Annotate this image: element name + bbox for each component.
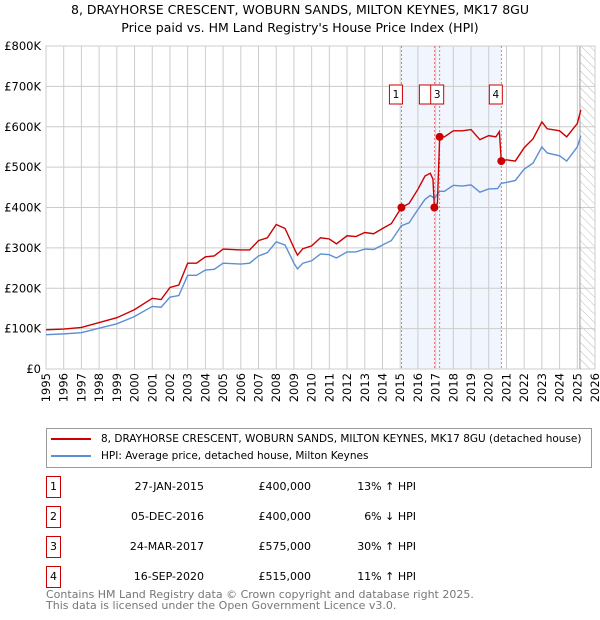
x-tick-label: 2024: [553, 373, 567, 402]
series-line: [45, 135, 582, 336]
x-tick-label: 1998: [92, 373, 106, 402]
x-tick-label: 1995: [39, 373, 53, 402]
sale-price: £515,000: [258, 570, 312, 583]
x-tick-label: 2022: [517, 373, 531, 402]
x-tick-label: 2009: [287, 373, 301, 402]
sale-label-box: [388, 84, 403, 105]
legend-label: HPI: Average price, detached house, Milt…: [101, 450, 369, 462]
legend-swatch-red: [51, 438, 91, 440]
x-tick-label: 2019: [464, 373, 478, 402]
sale-label-number: 1: [393, 89, 400, 101]
x-tick-label: 2006: [234, 373, 248, 402]
x-tick-label: 2010: [305, 373, 319, 402]
x-tick-label: 2000: [128, 373, 142, 402]
sale-label-box: [430, 84, 445, 105]
legend: 8, DRAYHORSE CRESCENT, WOBURN SANDS, MIL…: [46, 428, 592, 468]
sale-point: [497, 157, 506, 166]
x-tick-label: 2007: [252, 373, 266, 402]
y-tick-label: £0: [26, 362, 41, 376]
x-tick-label: 2025: [570, 373, 584, 402]
y-tick-label: £400K: [4, 201, 41, 215]
x-tick-label: 1996: [57, 373, 71, 402]
y-tick-label: £700K: [4, 79, 41, 93]
x-tick-label: 2015: [393, 373, 407, 402]
sale-price: £400,000: [258, 480, 312, 493]
x-tick-label: 2004: [198, 373, 212, 402]
sale-hpi-diff: 30% ↑ HPI: [357, 540, 416, 553]
plot-border: [45, 45, 596, 370]
y-tick-label: £300K: [4, 241, 41, 255]
sale-label-number: 3: [434, 89, 441, 101]
x-tick-label: 2016: [411, 373, 425, 402]
x-tick-label: 2018: [446, 373, 460, 402]
footer: Contains HM Land Registry data © Crown c…: [46, 589, 474, 611]
sale-date: 24-MAR-2017: [129, 540, 204, 553]
sale-date: 27-JAN-2015: [134, 480, 204, 493]
x-tick-label: 2005: [216, 373, 230, 402]
x-tick-label: 2012: [340, 373, 354, 402]
sale-point: [435, 132, 444, 141]
y-tick-label: £500K: [4, 160, 41, 174]
legend-label: 8, DRAYHORSE CRESCENT, WOBURN SANDS, MIL…: [101, 433, 582, 445]
x-tick-label: 2014: [375, 373, 389, 402]
chart-title: 8, DRAYHORSE CRESCENT, WOBURN SANDS, MIL…: [71, 2, 529, 17]
x-tick-label: 2017: [429, 373, 443, 402]
sale-price: £400,000: [258, 510, 312, 523]
x-tick-label: 2013: [358, 373, 372, 402]
legend-item-property: 8, DRAYHORSE CRESCENT, WOBURN SANDS, MIL…: [51, 433, 581, 445]
x-tick-label: 2026: [588, 373, 600, 402]
x-tick-label: 2020: [482, 373, 496, 402]
sale-date: 16-SEP-2020: [133, 570, 204, 583]
chart-subtitle: Price paid vs. HM Land Registry's House …: [121, 20, 479, 35]
footer-line: Contains HM Land Registry data © Crown c…: [46, 588, 474, 601]
x-tick-label: 2021: [499, 373, 513, 402]
chart-plot: 1995 1996 1997 1998 1999 2000 2001 2002 2003 2004…: [4, 39, 600, 402]
x-tick-label: 1999: [110, 373, 124, 402]
legend-swatch-blue: [51, 455, 91, 457]
legend-item-hpi: HPI: Average price, detached house, Milt…: [51, 450, 368, 462]
footer-line: This data is licensed under the Open Gov…: [46, 599, 397, 612]
sale-label-box: [488, 84, 503, 105]
y-tick-label: £200K: [4, 281, 41, 295]
y-tick-label: £100K: [4, 322, 41, 336]
x-tick-label: 2003: [181, 373, 195, 402]
sale-date: 05-DEC-2016: [130, 510, 204, 523]
sale-hpi-diff: 13% ↑ HPI: [357, 480, 416, 493]
sale-point: [430, 203, 439, 212]
x-tick-label: 2008: [269, 373, 283, 402]
sale-number: 4: [46, 566, 61, 588]
x-tick-label: 1997: [74, 373, 88, 402]
x-tick-label: 2002: [163, 373, 177, 402]
sale-number: 1: [46, 476, 61, 498]
sale-price: £575,000: [258, 540, 312, 553]
sale-hpi-diff: 11% ↑ HPI: [357, 570, 416, 583]
x-tick-label: 2023: [535, 373, 549, 402]
sale-hpi-diff: 6% ↓ HPI: [364, 510, 416, 523]
x-tick-label: 2011: [322, 373, 336, 402]
y-tick-label: £600K: [4, 120, 41, 134]
sale-number: 2: [46, 506, 61, 528]
x-tick-label: 2001: [145, 373, 159, 402]
sale-point: [397, 203, 406, 212]
sale-number: 3: [46, 536, 61, 558]
sale-label-number: 4: [492, 89, 499, 101]
y-tick-label: £800K: [4, 39, 41, 53]
series-line: [45, 109, 582, 331]
